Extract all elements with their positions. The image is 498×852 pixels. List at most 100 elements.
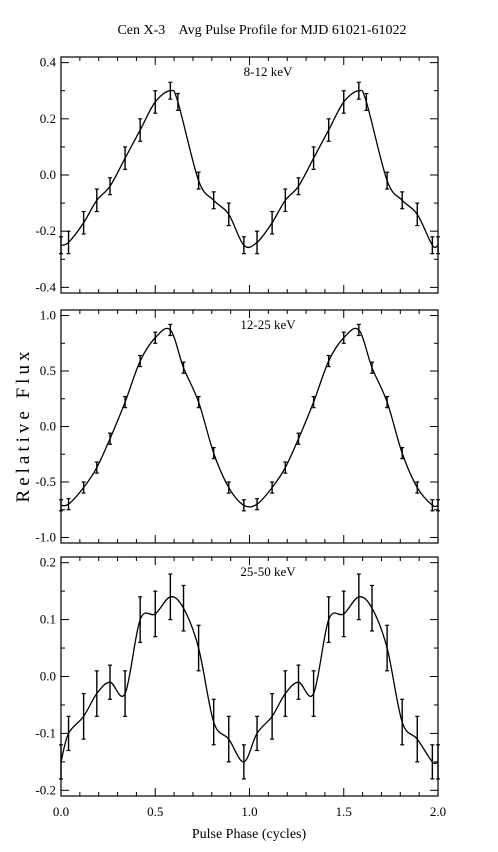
error-bar <box>211 698 216 746</box>
error-bar <box>181 584 186 632</box>
error-bar <box>226 202 231 227</box>
error-bar <box>59 236 63 255</box>
error-bar <box>326 118 331 142</box>
error-bar <box>66 498 71 511</box>
error-bar <box>94 670 99 717</box>
y-tick-label: 0.2 <box>40 111 56 126</box>
panels-group: 0.4 0.2 0.0 -0.2 -0.4 8-12 keV 1.0 0.5 0.0 -0.5 -1… <box>35 55 446 819</box>
error-bar <box>153 331 158 344</box>
error-bar <box>81 210 86 235</box>
error-bar <box>270 481 275 494</box>
profile-curve <box>60 89 439 249</box>
panel-3: 0.2 0.1 0.0 -0.1 -0.2 25-50 keV 0.0 0.5 1.0 1.5 2.… <box>35 555 446 819</box>
error-bar <box>241 499 246 512</box>
error-bar <box>168 81 173 100</box>
error-bar <box>211 446 216 460</box>
profile-curve <box>60 596 439 765</box>
x-tick-label: 1.0 <box>241 804 257 819</box>
y-tick-label: -1.0 <box>35 529 56 544</box>
error-bar <box>196 395 201 409</box>
error-bar <box>311 146 316 170</box>
error-bar <box>241 744 246 780</box>
error-bar <box>430 499 435 512</box>
y-tick-label: 0.5 <box>40 363 56 378</box>
x-tick-label: 1.5 <box>336 804 352 819</box>
error-bar <box>370 584 375 632</box>
error-bar <box>108 664 113 700</box>
y-tick-label: -0.1 <box>35 725 56 740</box>
error-bar <box>123 395 128 409</box>
x-axis-title: Pulse Phase (cycles) <box>192 827 307 842</box>
error-bar <box>296 664 301 700</box>
y-tick-label: -0.2 <box>35 782 56 797</box>
y-tick-label: -0.5 <box>35 474 56 489</box>
error-bar <box>59 499 63 512</box>
error-bar <box>341 331 346 344</box>
error-bar <box>326 596 331 643</box>
error-bar <box>356 573 361 621</box>
error-bar <box>94 461 99 474</box>
x-tick-label: 0.5 <box>147 804 163 819</box>
error-bar <box>296 177 301 196</box>
error-bar <box>226 715 231 763</box>
panel-frame <box>60 556 439 797</box>
error-bar <box>400 191 405 210</box>
error-bar <box>415 481 420 494</box>
error-bar <box>296 432 301 445</box>
panel-energy-label: 8-12 keV <box>244 64 293 79</box>
error-bar <box>385 395 390 409</box>
error-bar <box>255 230 260 255</box>
error-bar <box>356 323 361 337</box>
error-bar <box>175 92 180 111</box>
error-bar <box>138 596 143 643</box>
error-bar <box>311 395 316 409</box>
error-bar <box>283 188 288 213</box>
profile-curve <box>60 327 439 508</box>
error-bar <box>311 670 316 717</box>
panel-1: 0.4 0.2 0.0 -0.2 -0.4 8-12 keV <box>35 55 440 294</box>
error-bar <box>138 118 143 142</box>
y-tick-label: 1.0 <box>40 308 56 323</box>
y-tick-label: 0.0 <box>40 669 56 684</box>
error-bar <box>108 177 113 196</box>
error-bar <box>66 230 71 255</box>
y-tick-label: 0.1 <box>40 612 56 627</box>
panel-2: 1.0 0.5 0.0 -0.5 -1.0 12-25 keV <box>35 308 440 544</box>
error-bar <box>436 236 440 255</box>
error-bar <box>255 715 260 752</box>
error-bar <box>356 81 361 100</box>
error-bar <box>94 188 99 213</box>
panel-frame <box>60 309 439 544</box>
error-bar <box>81 692 86 740</box>
error-bar <box>270 692 275 740</box>
y-tick-label: -0.4 <box>35 279 56 294</box>
error-bar <box>283 461 288 474</box>
x-tick-label: 2.0 <box>430 804 446 819</box>
error-bar <box>59 744 63 780</box>
y-tick-label: 0.0 <box>40 419 56 434</box>
error-bar <box>196 171 201 190</box>
y-tick-label: 0.4 <box>40 55 57 70</box>
error-bar <box>436 499 440 512</box>
y-tick-label: -0.2 <box>35 223 56 238</box>
error-bar <box>341 590 346 638</box>
error-bar <box>123 670 128 717</box>
chart-title: Cen X-3 Avg Pulse Profile for MJD 61021-… <box>117 23 406 38</box>
error-bar <box>123 146 128 170</box>
error-bar <box>168 323 173 337</box>
y-tick-label: 0.2 <box>40 555 56 570</box>
error-bar <box>196 624 201 672</box>
error-bar <box>400 698 405 746</box>
error-bar <box>385 171 390 190</box>
error-bar <box>364 92 369 111</box>
error-bar <box>436 744 440 780</box>
error-bar <box>255 498 260 511</box>
error-bar <box>430 744 435 780</box>
error-bar <box>108 432 113 445</box>
y-tick-label: 0.0 <box>40 167 56 182</box>
panel-frame <box>60 56 439 294</box>
error-bar <box>153 590 158 638</box>
error-bar <box>385 624 390 672</box>
error-bar <box>168 573 173 621</box>
